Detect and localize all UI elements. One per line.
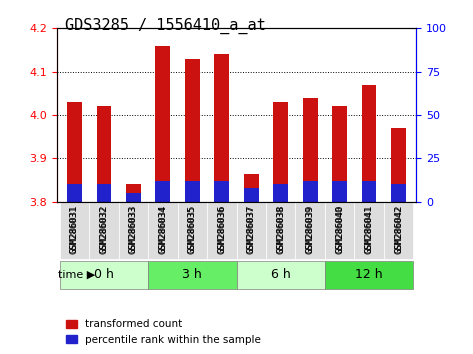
Text: GSM286036: GSM286036 xyxy=(217,205,226,253)
FancyBboxPatch shape xyxy=(148,261,236,289)
Bar xyxy=(391,184,406,202)
Text: GSM286032: GSM286032 xyxy=(99,205,108,253)
Text: GSM286035: GSM286035 xyxy=(188,206,197,254)
Text: time ▶: time ▶ xyxy=(58,270,96,280)
FancyBboxPatch shape xyxy=(207,202,236,259)
Bar xyxy=(185,59,200,202)
Bar xyxy=(185,181,200,202)
Bar xyxy=(303,98,317,202)
Text: GSM286033: GSM286033 xyxy=(129,205,138,253)
Bar xyxy=(362,181,377,202)
FancyBboxPatch shape xyxy=(296,202,325,259)
FancyBboxPatch shape xyxy=(177,202,207,259)
Text: GSM286040: GSM286040 xyxy=(335,206,344,254)
Legend: transformed count, percentile rank within the sample: transformed count, percentile rank withi… xyxy=(62,315,265,349)
Bar xyxy=(156,46,170,202)
Bar xyxy=(126,193,141,202)
Text: GSM286042: GSM286042 xyxy=(394,205,403,253)
Text: GSM286041: GSM286041 xyxy=(365,205,374,253)
Text: GDS3285 / 1556410_a_at: GDS3285 / 1556410_a_at xyxy=(65,18,266,34)
FancyBboxPatch shape xyxy=(60,261,148,289)
Text: GSM286039: GSM286039 xyxy=(306,205,315,253)
Bar xyxy=(273,102,288,202)
Bar xyxy=(67,102,82,202)
Text: 3 h: 3 h xyxy=(183,268,202,281)
Bar xyxy=(391,128,406,202)
Text: GSM286037: GSM286037 xyxy=(247,205,256,253)
Text: GSM286033: GSM286033 xyxy=(129,206,138,254)
FancyBboxPatch shape xyxy=(266,202,296,259)
Bar xyxy=(332,181,347,202)
Bar xyxy=(214,54,229,202)
Text: GSM286034: GSM286034 xyxy=(158,205,167,253)
Text: GSM286038: GSM286038 xyxy=(276,205,285,253)
Text: 0 h: 0 h xyxy=(94,268,114,281)
FancyBboxPatch shape xyxy=(354,202,384,259)
Text: 12 h: 12 h xyxy=(355,268,383,281)
Text: GSM286041: GSM286041 xyxy=(365,206,374,254)
Bar xyxy=(303,181,317,202)
Text: GSM286031: GSM286031 xyxy=(70,205,79,253)
Text: GSM286042: GSM286042 xyxy=(394,206,403,254)
FancyBboxPatch shape xyxy=(384,202,413,259)
Text: GSM286038: GSM286038 xyxy=(276,206,285,254)
Text: GSM286036: GSM286036 xyxy=(217,206,226,254)
Bar xyxy=(244,188,259,202)
FancyBboxPatch shape xyxy=(119,202,148,259)
FancyBboxPatch shape xyxy=(236,202,266,259)
Text: GSM286037: GSM286037 xyxy=(247,206,256,254)
Bar xyxy=(244,173,259,202)
Text: GSM286035: GSM286035 xyxy=(188,205,197,253)
FancyBboxPatch shape xyxy=(89,202,119,259)
Bar xyxy=(96,184,111,202)
Bar xyxy=(156,181,170,202)
Bar xyxy=(332,106,347,202)
FancyBboxPatch shape xyxy=(325,261,413,289)
FancyBboxPatch shape xyxy=(148,202,177,259)
FancyBboxPatch shape xyxy=(325,202,354,259)
Bar xyxy=(67,184,82,202)
FancyBboxPatch shape xyxy=(60,202,89,259)
Bar xyxy=(362,85,377,202)
Text: GSM286034: GSM286034 xyxy=(158,206,167,254)
Bar xyxy=(126,184,141,202)
Bar xyxy=(273,184,288,202)
Bar xyxy=(214,181,229,202)
Bar xyxy=(96,106,111,202)
FancyBboxPatch shape xyxy=(236,261,325,289)
Text: GSM286039: GSM286039 xyxy=(306,206,315,254)
Text: GSM286031: GSM286031 xyxy=(70,206,79,254)
Text: GSM286040: GSM286040 xyxy=(335,205,344,253)
Text: 6 h: 6 h xyxy=(271,268,290,281)
Text: GSM286032: GSM286032 xyxy=(99,206,108,254)
